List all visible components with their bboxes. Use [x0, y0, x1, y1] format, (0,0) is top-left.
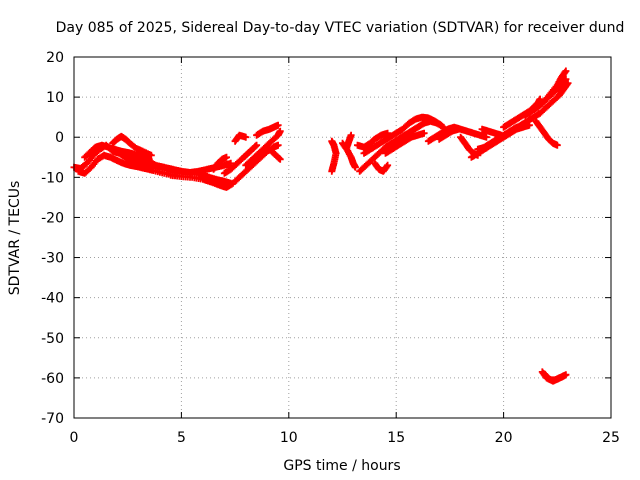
x-tick-label: 0: [70, 430, 79, 446]
y-tick-label: -20: [41, 210, 64, 226]
data-track-markers: [231, 131, 250, 145]
data-track-markers: [220, 141, 261, 177]
data-track-markers: [532, 117, 561, 149]
y-tick-label: 0: [55, 130, 64, 146]
y-tick-label: -70: [41, 411, 64, 427]
y-tick-label: -30: [41, 251, 64, 267]
data-track-markers: [382, 129, 428, 157]
data-track-markers: [525, 95, 544, 117]
data-track-markers: [478, 125, 505, 139]
x-tick-label: 15: [387, 430, 405, 446]
axis-ticks: -70 -60 -50 -40 -30 -20 -10 0 10 20 0 5 10 15 20 25: [41, 50, 620, 446]
data-track-markers: [268, 147, 284, 163]
data-track-markers: [109, 132, 155, 159]
y-tick-label: -60: [41, 371, 64, 387]
data-track-markers: [371, 159, 392, 175]
data-track-markers: [173, 167, 235, 187]
y-tick-label: -40: [41, 291, 64, 307]
data-track-markers: [253, 121, 282, 139]
data-track-markers: [360, 113, 445, 157]
grid-lines: [74, 57, 611, 418]
data-track-markers: [242, 127, 284, 169]
data-track-markers: [74, 151, 179, 179]
y-axis-label: SDTVAR / TECUs: [7, 181, 23, 296]
data-track-markers: [435, 125, 462, 143]
y-tick-label: 20: [46, 50, 64, 66]
y-tick-label: -10: [41, 170, 64, 186]
x-axis-label: GPS time / hours: [283, 458, 400, 474]
data-track-markers: [510, 79, 572, 133]
x-tick-label: 10: [280, 430, 298, 446]
data-track-markers: [328, 137, 340, 175]
x-tick-label: 5: [177, 430, 186, 446]
plot-frame: [73, 56, 612, 419]
data-track-markers: [540, 370, 570, 385]
x-tick-label: 20: [495, 430, 513, 446]
y-tick-label: 10: [46, 90, 64, 106]
x-tick-label: 25: [602, 430, 620, 446]
data-track-markers: [210, 153, 230, 173]
y-tick-label: -50: [41, 331, 64, 347]
data-track-markers: [81, 141, 153, 163]
data-track-markers: [343, 131, 355, 151]
data-track-markers: [354, 129, 392, 151]
chart-title: Day 085 of 2025, Sidereal Day-to-day VTE…: [56, 20, 625, 36]
data-points: [70, 67, 572, 385]
